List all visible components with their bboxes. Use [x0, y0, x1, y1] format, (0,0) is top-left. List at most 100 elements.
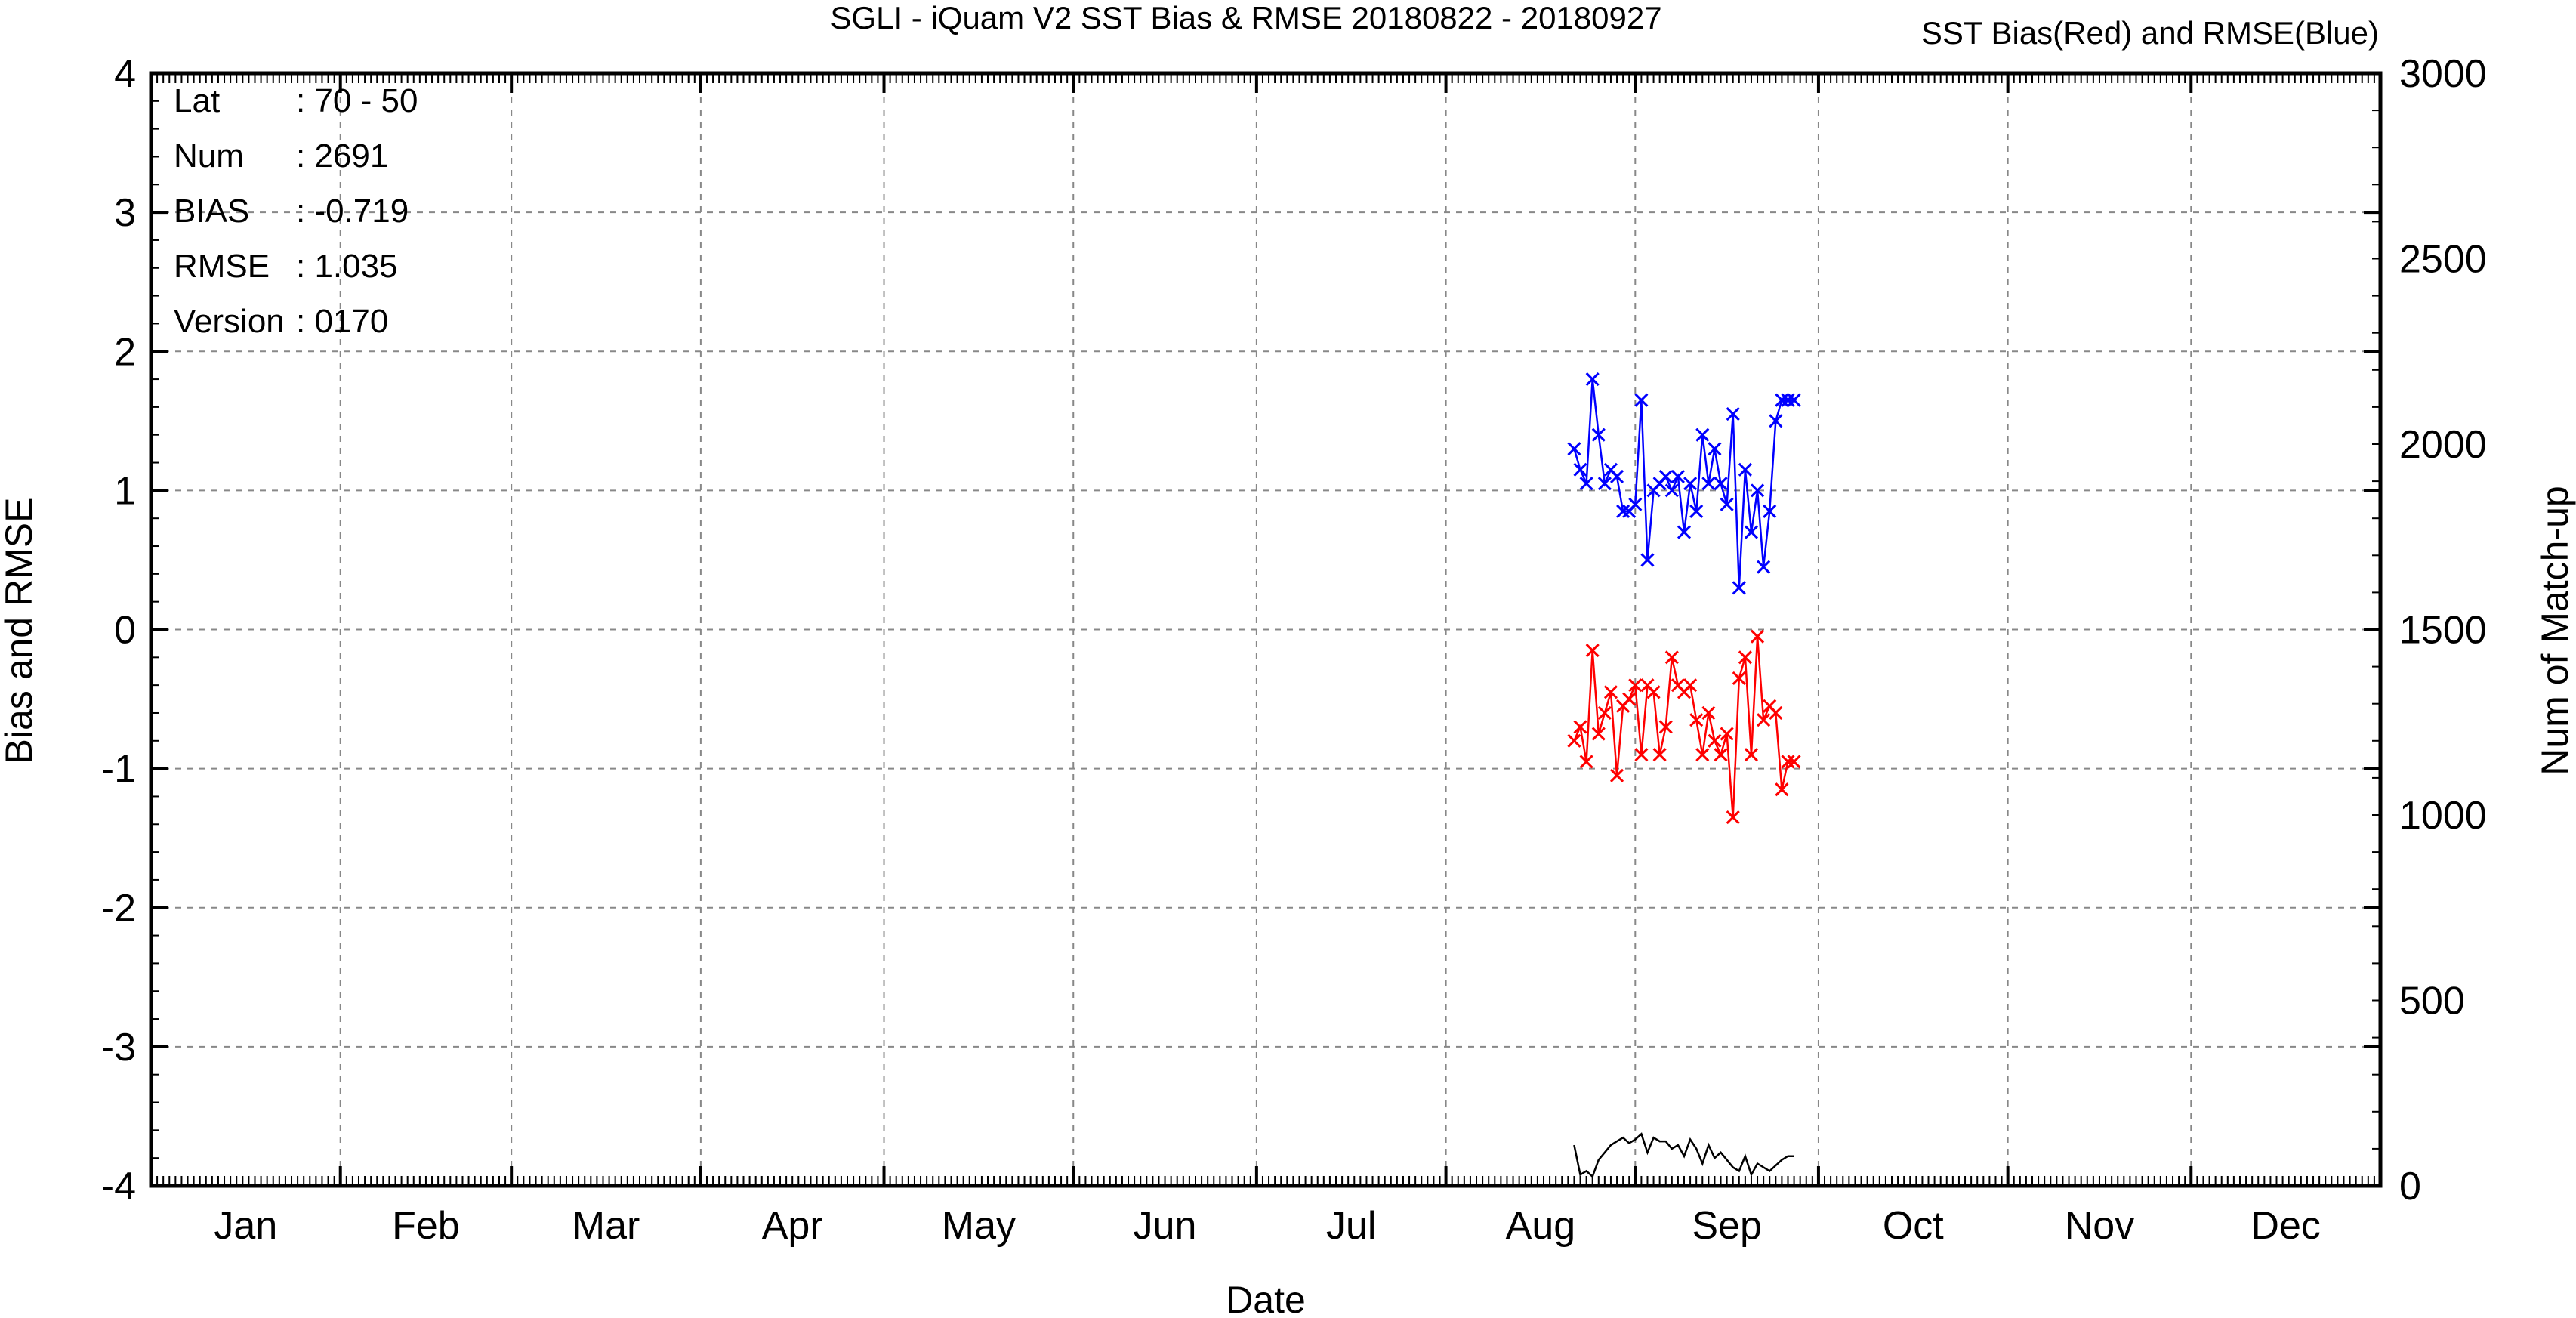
series-1-point [1689, 504, 1704, 519]
grid-lines [151, 73, 2380, 1186]
series-line-2 [1573, 1132, 1794, 1178]
series-0-point [1652, 748, 1667, 762]
info-key: Num [174, 137, 244, 174]
series-1-point [1567, 442, 1581, 456]
series-0-point [1658, 720, 1673, 734]
y-axis-label: Bias and RMSE [0, 498, 40, 764]
series-0-point [1579, 755, 1593, 769]
series-0-point [1769, 705, 1783, 721]
series-1-point [1664, 483, 1679, 498]
series-1-point [1628, 497, 1643, 511]
series-1-point [1658, 469, 1673, 484]
x-month-label: Jan [214, 1204, 277, 1248]
series-0-point [1567, 733, 1581, 748]
series-1-point [1732, 581, 1746, 595]
series-1-point [1585, 372, 1600, 387]
info-key: Lat [174, 82, 220, 119]
y-tick-label: -3 [101, 1026, 136, 1070]
series-1-point [1579, 477, 1593, 491]
x-month-label: Oct [1883, 1204, 1944, 1248]
series-0-point [1585, 644, 1600, 658]
series-0-point [1695, 748, 1710, 762]
series-1-point [1744, 525, 1759, 539]
series-1-point [1701, 477, 1716, 491]
x-month-label: May [942, 1204, 1016, 1248]
info-value: : -0.719 [296, 193, 409, 230]
series-1-point [1597, 477, 1612, 491]
series-1-point [1763, 504, 1777, 519]
y-tick-label: 1 [114, 469, 136, 513]
y2-tick-label: 0 [2399, 1165, 2421, 1208]
series-1-point [1750, 483, 1765, 498]
info-box: Lat: 70 - 50 Num: 2691 BIAS: -0.719 RMSE: 1… [174, 82, 418, 340]
series-1-point [1683, 477, 1698, 491]
series-1-point [1714, 477, 1728, 491]
series-1-point [1738, 462, 1752, 477]
series-1-point [1726, 407, 1740, 421]
series-0-point [1622, 692, 1637, 706]
series-layer [1567, 372, 1801, 1178]
series-1-point [1677, 525, 1692, 539]
x-month-label: Dec [2251, 1204, 2320, 1248]
series-1-point [1775, 393, 1789, 407]
series-0-point [1781, 755, 1795, 769]
y2-axis-label: Num of Match-up [2534, 486, 2576, 775]
series-0-point [1683, 678, 1698, 693]
y2-tick-label: 3000 [2399, 52, 2487, 96]
series-0-point [1787, 755, 1801, 769]
series-1-point [1720, 497, 1734, 511]
series-0-point [1750, 629, 1765, 644]
series-0-point [1714, 748, 1728, 762]
series-0-point [1726, 810, 1740, 825]
series-1-point [1708, 442, 1722, 456]
series-0-point [1591, 727, 1606, 741]
chart-subtitle: SST Bias(Red) and RMSE(Blue) [1921, 15, 2379, 51]
x-month-label: Jul [1326, 1204, 1376, 1248]
series-1-point [1757, 560, 1771, 574]
y-tick-label: 4 [114, 52, 136, 96]
series-0-point [1701, 705, 1716, 721]
info-key: Version [174, 303, 285, 340]
x-month-label: Sep [1692, 1204, 1762, 1248]
series-1-point [1695, 428, 1710, 442]
info-value: : 1.035 [296, 248, 398, 285]
series-0-point [1603, 685, 1618, 699]
series-0-point [1689, 713, 1704, 727]
info-key: BIAS [174, 193, 249, 230]
y2-tick-label: 500 [2399, 980, 2465, 1023]
series-1-point [1609, 469, 1624, 484]
x-month-label: Feb [392, 1204, 460, 1248]
axis-labels: 4 3 2 1 0 -1 -2 -3 -4 3000 2500 2000 1500 1000 500 0 Jan… [101, 52, 2487, 1248]
series-1-point [1591, 428, 1606, 442]
series-0-point [1664, 650, 1679, 665]
series-1-point [1787, 393, 1801, 407]
y-tick-label: -4 [101, 1165, 136, 1208]
series-1-point [1640, 553, 1655, 567]
series-1-point [1634, 393, 1649, 407]
x-axis-label: Date [1226, 1279, 1306, 1318]
axis-ticks [150, 72, 2380, 1187]
series-0-point [1720, 727, 1734, 741]
y2-tick-label: 1000 [2399, 794, 2487, 838]
y2-tick-label: 1500 [2399, 609, 2487, 653]
y2-tick-label: 2000 [2399, 423, 2487, 467]
info-value: : 70 - 50 [296, 82, 418, 119]
chart-title: SGLI - iQuam V2 SST Bias & RMSE 20180822… [830, 0, 1661, 35]
y-tick-label: 0 [114, 609, 136, 653]
series-0-point [1757, 713, 1771, 727]
series-0-point [1609, 768, 1624, 782]
series-0-point [1628, 678, 1643, 693]
series-1-point [1781, 393, 1795, 407]
y-tick-label: -1 [101, 748, 136, 792]
x-month-label: Nov [2065, 1204, 2134, 1248]
series-0-point [1738, 650, 1752, 665]
series-0-point [1775, 782, 1789, 797]
info-value: : 2691 [296, 137, 388, 174]
series-1-point [1769, 414, 1783, 428]
x-month-label: Jun [1134, 1204, 1197, 1248]
x-month-label: Apr [762, 1204, 823, 1248]
series-0-point [1646, 685, 1661, 699]
series-0-point [1634, 748, 1649, 762]
